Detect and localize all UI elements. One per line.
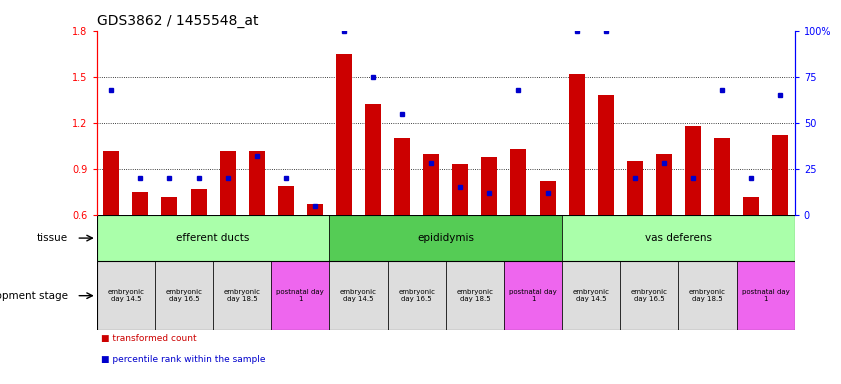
Bar — [446, 261, 504, 330]
Bar — [213, 261, 271, 330]
Text: embryonic
day 18.5: embryonic day 18.5 — [689, 289, 726, 302]
Bar — [562, 215, 795, 261]
Text: embryonic
day 18.5: embryonic day 18.5 — [224, 289, 261, 302]
Bar — [504, 261, 562, 330]
Bar — [743, 197, 759, 215]
Bar — [481, 157, 497, 215]
Bar — [388, 261, 446, 330]
Bar — [394, 138, 410, 215]
Bar — [423, 154, 439, 215]
Text: embryonic
day 16.5: embryonic day 16.5 — [398, 289, 435, 302]
Bar — [656, 154, 672, 215]
Bar — [737, 261, 795, 330]
Bar — [220, 151, 235, 215]
Text: embryonic
day 14.5: embryonic day 14.5 — [340, 289, 377, 302]
Bar — [103, 151, 119, 215]
Bar — [97, 261, 155, 330]
Bar — [271, 261, 330, 330]
Bar — [307, 204, 323, 215]
Bar — [510, 149, 526, 215]
Bar — [685, 126, 701, 215]
Bar — [161, 197, 177, 215]
Bar — [97, 215, 330, 261]
Bar — [191, 189, 207, 215]
Bar — [155, 261, 213, 330]
Bar — [330, 215, 562, 261]
Bar — [627, 161, 643, 215]
Bar — [620, 261, 679, 330]
Text: epididymis: epididymis — [417, 233, 474, 243]
Text: efferent ducts: efferent ducts — [177, 233, 250, 243]
Bar — [714, 138, 730, 215]
Bar — [540, 181, 556, 215]
Bar — [278, 186, 294, 215]
Bar — [132, 192, 148, 215]
Bar — [562, 261, 621, 330]
Text: embryonic
day 14.5: embryonic day 14.5 — [573, 289, 610, 302]
Text: ■ percentile rank within the sample: ■ percentile rank within the sample — [101, 355, 266, 364]
Text: postnatal day
1: postnatal day 1 — [277, 289, 324, 302]
Bar — [330, 261, 388, 330]
Text: embryonic
day 14.5: embryonic day 14.5 — [108, 289, 145, 302]
Text: postnatal day
1: postnatal day 1 — [509, 289, 557, 302]
Bar — [772, 135, 788, 215]
Bar — [365, 104, 381, 215]
Bar — [452, 164, 468, 215]
Text: ■ transformed count: ■ transformed count — [101, 334, 197, 343]
Text: embryonic
day 18.5: embryonic day 18.5 — [457, 289, 494, 302]
Text: development stage: development stage — [0, 291, 67, 301]
Bar — [598, 95, 614, 215]
Bar — [336, 54, 352, 215]
Bar — [249, 151, 265, 215]
Text: embryonic
day 16.5: embryonic day 16.5 — [166, 289, 203, 302]
Text: postnatal day
1: postnatal day 1 — [742, 289, 790, 302]
Text: tissue: tissue — [36, 233, 67, 243]
Text: vas deferens: vas deferens — [645, 233, 712, 243]
Text: GDS3862 / 1455548_at: GDS3862 / 1455548_at — [97, 14, 258, 28]
Bar — [679, 261, 737, 330]
Text: embryonic
day 16.5: embryonic day 16.5 — [631, 289, 668, 302]
Bar — [569, 74, 584, 215]
